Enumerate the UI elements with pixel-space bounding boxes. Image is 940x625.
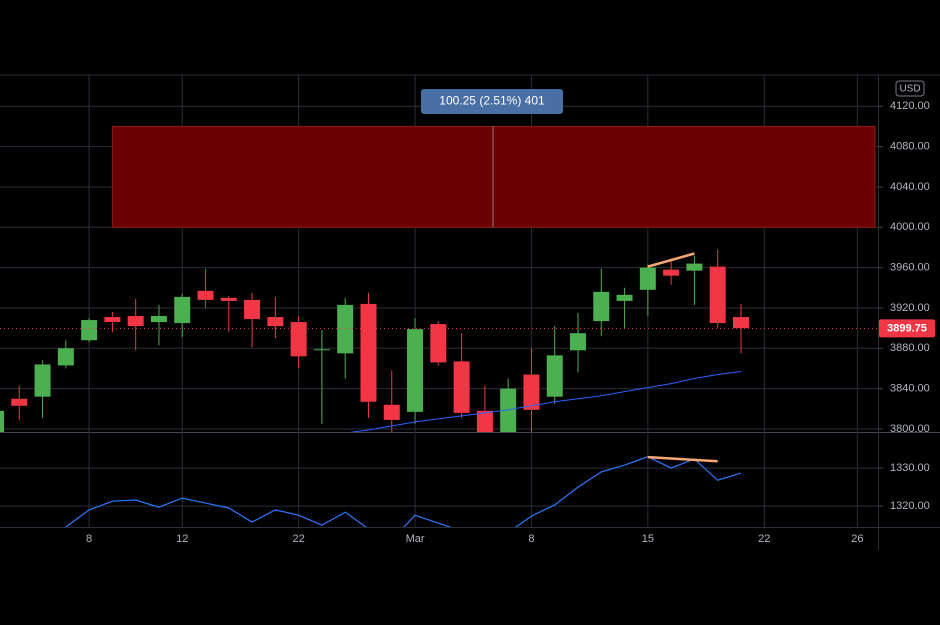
candle-body	[570, 333, 586, 351]
candle-body	[197, 290, 214, 300]
x-tick-label: 15	[642, 533, 654, 545]
candle-body	[57, 348, 74, 366]
x-tick-label: 8	[528, 533, 534, 545]
candle-body	[639, 267, 656, 290]
x-tick-label: 22	[293, 533, 305, 545]
y-tick-label: 1320.00	[890, 500, 930, 512]
candle-body	[0, 410, 4, 432]
candle-body	[500, 388, 517, 432]
y-tick-label: 3920.00	[890, 302, 930, 314]
candle-body	[686, 263, 703, 271]
candle-body	[407, 329, 424, 412]
candle-body	[476, 410, 493, 432]
currency: USD	[899, 84, 920, 95]
y-tick-label: 4000.00	[890, 221, 930, 233]
x-tick-label: Mar	[406, 533, 425, 545]
candle-body	[150, 316, 167, 323]
candle-body	[104, 317, 121, 323]
zone-label: 100.25 (2.51%) 401	[439, 94, 545, 108]
y-tick-label: 4040.00	[890, 181, 930, 193]
candle-body	[81, 320, 98, 341]
y-tick-label: 3960.00	[890, 262, 930, 274]
y-tick-label: 4120.00	[890, 100, 930, 112]
y-tick-label: 3800.00	[890, 423, 930, 435]
indicator-line	[64, 456, 742, 527]
candle-body	[360, 303, 377, 402]
x-tick-label: 8	[86, 533, 92, 545]
candle-body	[220, 297, 237, 301]
y-tick-label: 4080.00	[890, 141, 930, 153]
y-tick-label: 3880.00	[890, 342, 930, 354]
candle-body	[244, 299, 261, 320]
candle-body	[523, 374, 540, 410]
last-price-label: 3899.75	[887, 322, 927, 334]
trend-line	[647, 455, 718, 463]
trend-line	[647, 252, 695, 268]
candle-body	[337, 304, 354, 354]
candle-body	[453, 361, 470, 413]
candle-body	[593, 291, 610, 322]
moving-average	[349, 370, 742, 432]
candle-body	[127, 316, 144, 327]
y-tick-label: 1330.00	[890, 462, 930, 474]
candle-body	[34, 364, 51, 397]
currency-badge	[895, 80, 925, 97]
candle-body	[383, 404, 400, 420]
zone-label-box	[421, 89, 563, 114]
candle-body	[616, 294, 633, 301]
zone	[111, 125, 876, 228]
candle-body	[430, 324, 447, 363]
x-tick-label: 12	[176, 533, 188, 545]
candle-body	[732, 317, 749, 329]
x-tick-label: 22	[758, 533, 770, 545]
candle-body	[11, 398, 28, 406]
y-tick-label: 3840.00	[890, 383, 930, 395]
candle-body	[313, 349, 330, 351]
candle-body	[290, 322, 307, 357]
last-price-box	[879, 319, 935, 338]
x-tick-label: 26	[851, 533, 863, 545]
candle-body	[546, 355, 563, 397]
candle-body	[709, 266, 726, 324]
candle-body	[663, 269, 680, 276]
candle-body	[267, 317, 284, 327]
candle-body	[174, 296, 191, 324]
